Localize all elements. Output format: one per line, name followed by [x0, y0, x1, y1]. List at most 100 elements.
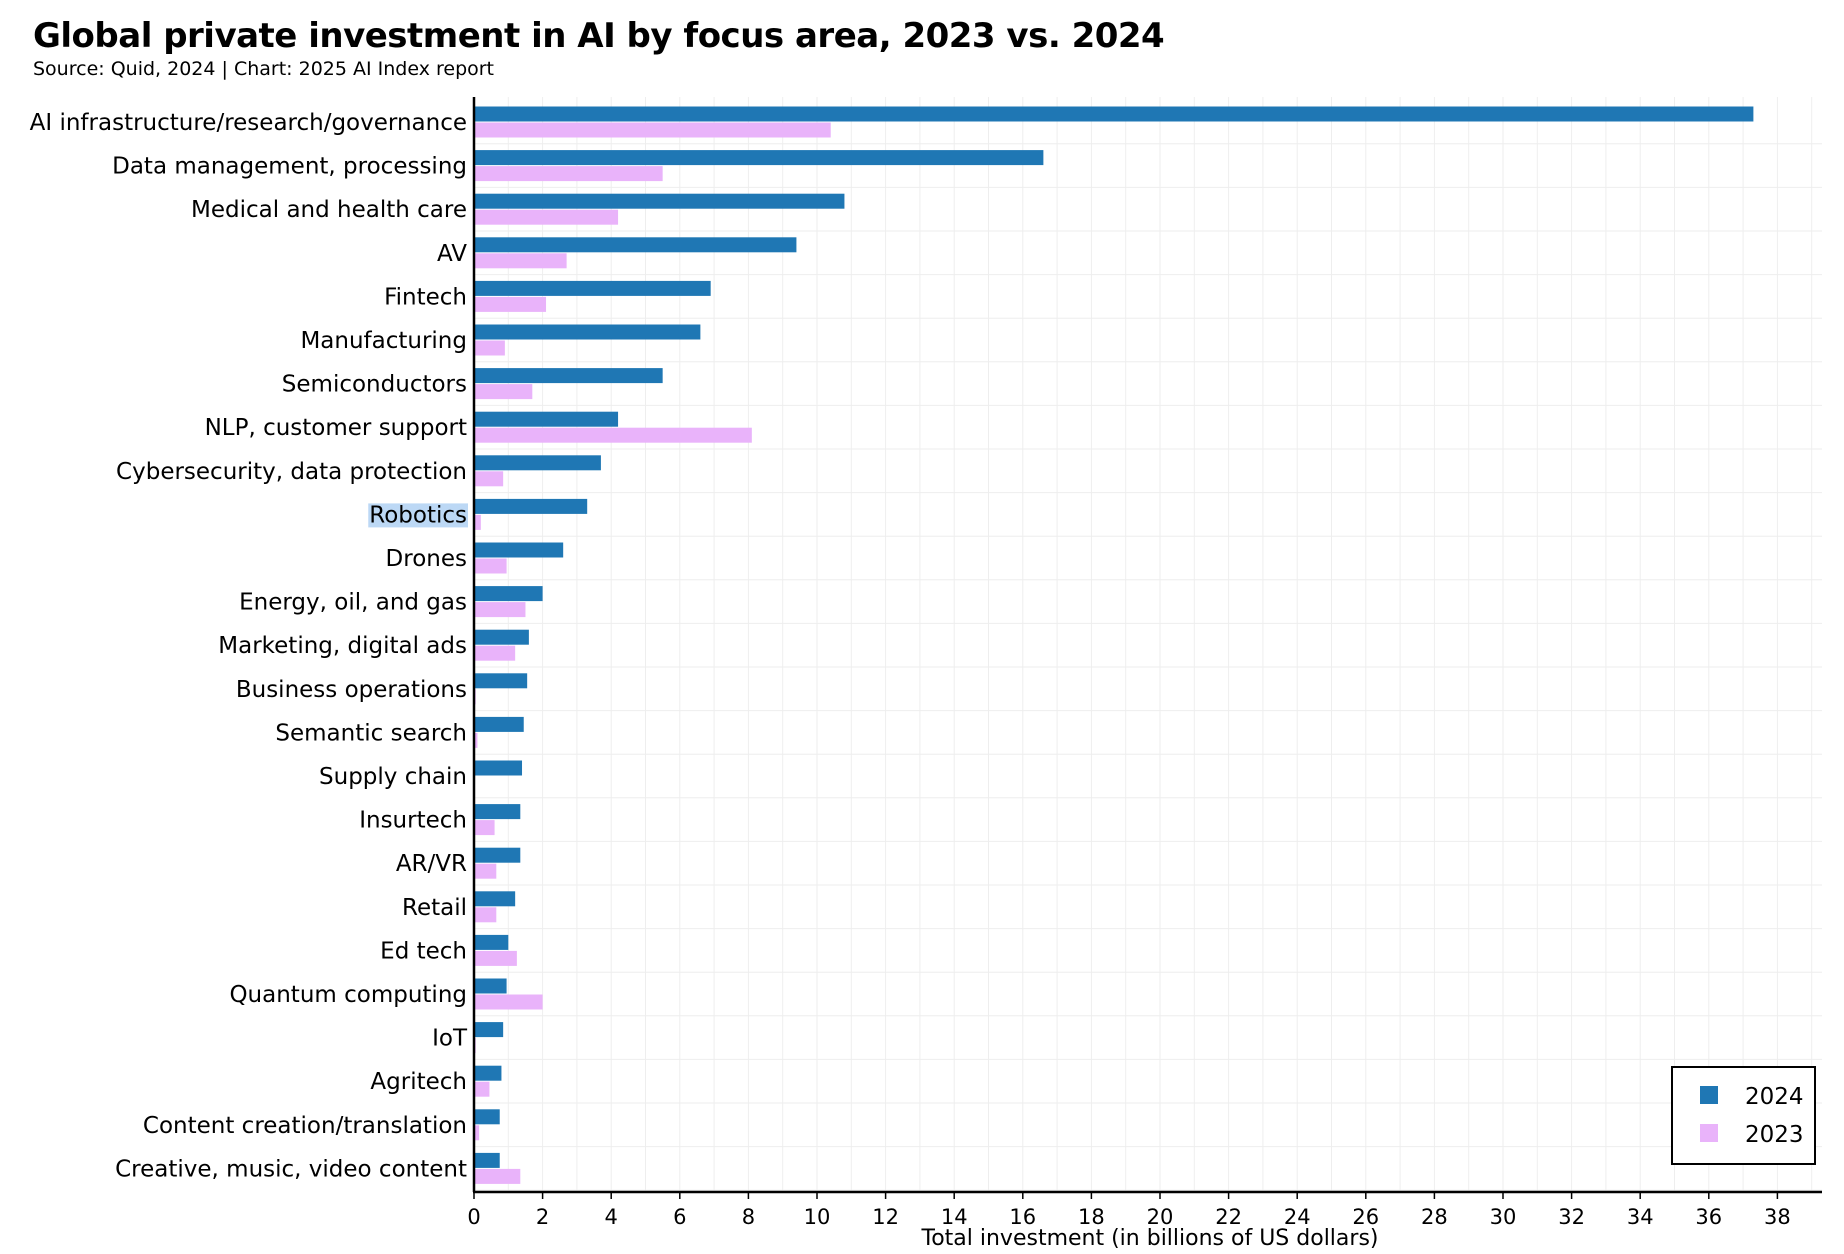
bar-2024: [474, 1022, 504, 1038]
x-tick-label: 0: [467, 1205, 480, 1229]
bar-2024: [474, 1109, 500, 1125]
bar-2024: [474, 106, 1754, 122]
bar-2023: [474, 514, 481, 530]
category-label: Semiconductors: [282, 372, 467, 398]
x-tick-label: 26: [1352, 1205, 1379, 1229]
category-label: AV: [437, 241, 467, 267]
bar-2023: [474, 602, 526, 618]
legend-label-2023: 2023: [1745, 1122, 1804, 1148]
legend-swatch-2024: [1700, 1086, 1718, 1104]
x-tick-label: 24: [1284, 1205, 1311, 1229]
bar-2023: [474, 1081, 490, 1097]
bar-2024: [474, 411, 619, 427]
bar-2024: [474, 237, 797, 253]
bar-2023: [474, 1168, 521, 1184]
bar-2024: [474, 280, 711, 296]
bar-2024: [474, 847, 521, 863]
bar-2024: [474, 1152, 500, 1168]
bar-2024: [474, 760, 523, 776]
bar-2023: [474, 209, 619, 225]
x-tick-label: 28: [1421, 1205, 1448, 1229]
legend-swatch-2023: [1700, 1124, 1718, 1142]
x-tick-label: 36: [1695, 1205, 1722, 1229]
bar-2024: [474, 542, 564, 558]
bar-2023: [474, 907, 497, 923]
x-tick-label: 4: [605, 1205, 618, 1229]
category-label: Fintech: [384, 284, 467, 310]
bar-2023: [474, 558, 507, 574]
bar-2023: [474, 427, 752, 443]
bar-2024: [474, 978, 507, 994]
chart-subtitle: Source: Quid, 2024 | Chart: 2025 AI Inde…: [33, 58, 495, 80]
category-label: Energy, oil, and gas: [239, 590, 467, 616]
x-axis-label: Total investment (in billions of US doll…: [921, 1226, 1379, 1251]
bar-2023: [474, 122, 831, 138]
category-label: Content creation/translation: [143, 1113, 467, 1139]
legend-box: [1671, 1066, 1816, 1165]
bar-2024: [474, 498, 588, 514]
category-label: Data management, processing: [112, 154, 467, 180]
bar-2023: [474, 296, 547, 312]
category-label: Agritech: [370, 1069, 467, 1095]
bar-2023: [474, 994, 543, 1010]
category-labels: AI infrastructure/research/governance Dat…: [30, 110, 468, 1182]
bar-2024: [474, 934, 509, 950]
x-tick-label: 22: [1215, 1205, 1242, 1229]
bar-2024: [474, 368, 663, 384]
bar-2024: [474, 891, 516, 907]
bar-2023: [474, 471, 504, 487]
x-tick-label: 12: [872, 1205, 899, 1229]
x-tick-label: 14: [941, 1205, 968, 1229]
bar-2023: [474, 166, 663, 182]
bar-2023: [474, 863, 497, 879]
category-label: AR/VR: [396, 851, 467, 877]
bar-2024: [474, 193, 845, 209]
x-tick-label: 38: [1764, 1205, 1791, 1229]
category-label: Insurtech: [359, 808, 467, 834]
x-tick-label: 2: [536, 1205, 549, 1229]
category-label: Supply chain: [319, 764, 467, 790]
axes: [472, 97, 1822, 1194]
bar-2023: [474, 820, 495, 836]
x-tick-label: 8: [742, 1205, 755, 1229]
category-label: IoT: [432, 1026, 468, 1052]
x-tick-label: 32: [1558, 1205, 1585, 1229]
x-tick-label: 20: [1147, 1205, 1174, 1229]
x-tick-labels: 0 2 4 6 8 10 12 14 16 18 20 22 24 26 28 30 32 34 36 38: [467, 1192, 1791, 1229]
category-label: AI infrastructure/research/governance: [30, 110, 467, 136]
bar-2023: [474, 732, 478, 748]
bar-2024: [474, 716, 524, 732]
bars: [474, 106, 1754, 1184]
x-tick-label: 18: [1078, 1205, 1105, 1229]
category-label: Business operations: [236, 677, 467, 703]
category-label: Manufacturing: [300, 328, 467, 354]
x-tick-label: 10: [804, 1205, 831, 1229]
category-label: Robotics: [369, 502, 467, 528]
category-label: Semantic search: [275, 720, 467, 746]
category-label: Drones: [386, 546, 467, 572]
x-tick-label: 16: [1009, 1205, 1036, 1229]
legend-label-2024: 2024: [1745, 1084, 1804, 1110]
x-tick-label: 6: [673, 1205, 686, 1229]
bar-2024: [474, 455, 601, 471]
bar-2023: [474, 1125, 480, 1141]
bar-2024: [474, 586, 543, 602]
category-highlight: [368, 503, 468, 528]
x-tick-label: 34: [1627, 1205, 1654, 1229]
bar-2023: [474, 253, 567, 269]
bar-2024: [474, 150, 1044, 166]
bar-2023: [474, 950, 517, 966]
category-label: Quantum computing: [229, 982, 467, 1008]
bar-2023: [474, 384, 533, 400]
category-label: Marketing, digital ads: [218, 633, 467, 659]
category-label: Cybersecurity, data protection: [116, 459, 467, 485]
grid: [474, 97, 1822, 1192]
category-label: Medical and health care: [191, 197, 467, 223]
bar-2024: [474, 1065, 502, 1081]
category-label: Retail: [402, 895, 467, 921]
x-tick-label: 30: [1490, 1205, 1517, 1229]
bar-2023: [474, 340, 505, 356]
category-label: NLP, customer support: [205, 415, 467, 441]
bar-2023: [474, 645, 516, 661]
